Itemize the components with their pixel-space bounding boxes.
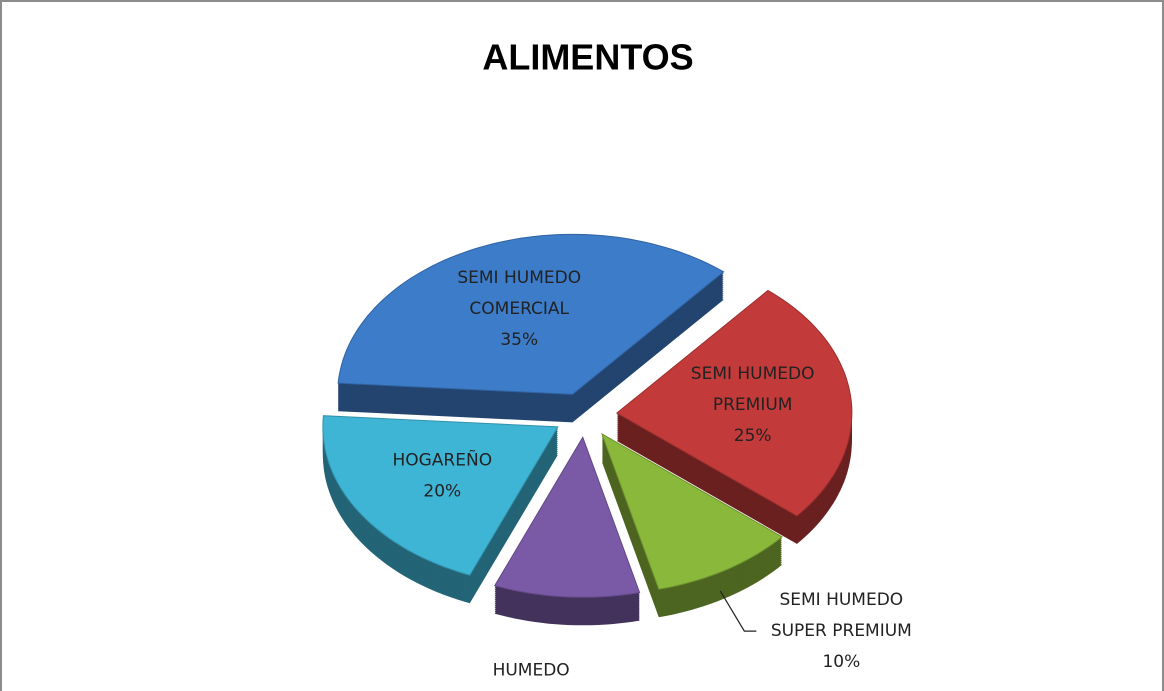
label-line: SEMI HUMEDO — [779, 590, 903, 610]
data-label: SEMI HUMEDO PREMIUM — [691, 364, 815, 415]
label-line: SUPER PREMIUM — [771, 621, 912, 641]
data-label-value: 20% — [423, 482, 461, 502]
slice — [615, 289, 853, 517]
data-label: SEMI HUMEDO SUPER PREMIUM — [771, 590, 912, 641]
label-line: PREMIUM — [713, 395, 793, 415]
data-label-value: 25% — [734, 426, 772, 446]
slice — [601, 432, 783, 590]
slice — [493, 436, 641, 598]
data-label-value: 35% — [500, 330, 538, 350]
label-line: COMERCIAL — [469, 299, 569, 319]
slice — [337, 233, 725, 395]
label-line: HUMEDO — [493, 661, 570, 681]
label-line: SEMI HUMEDO — [457, 268, 581, 288]
slice — [322, 415, 559, 576]
data-label: HUMEDO — [493, 661, 570, 681]
label-line: HOGAREÑO — [392, 449, 492, 471]
leader-line — [719, 590, 757, 632]
labels: SEMI HUMEDO COMERCIAL 35% SEMI HUMEDO PREMIU… — [392, 268, 912, 681]
chart-title: ALIMENTOS — [482, 37, 693, 78]
data-label-value: 10% — [822, 652, 860, 672]
data-label: SEMI HUMEDO COMERCIAL — [457, 268, 581, 319]
data-label: HOGAREÑO — [392, 449, 492, 471]
slice-tops — [322, 233, 853, 598]
label-line: SEMI HUMEDO — [691, 364, 815, 384]
